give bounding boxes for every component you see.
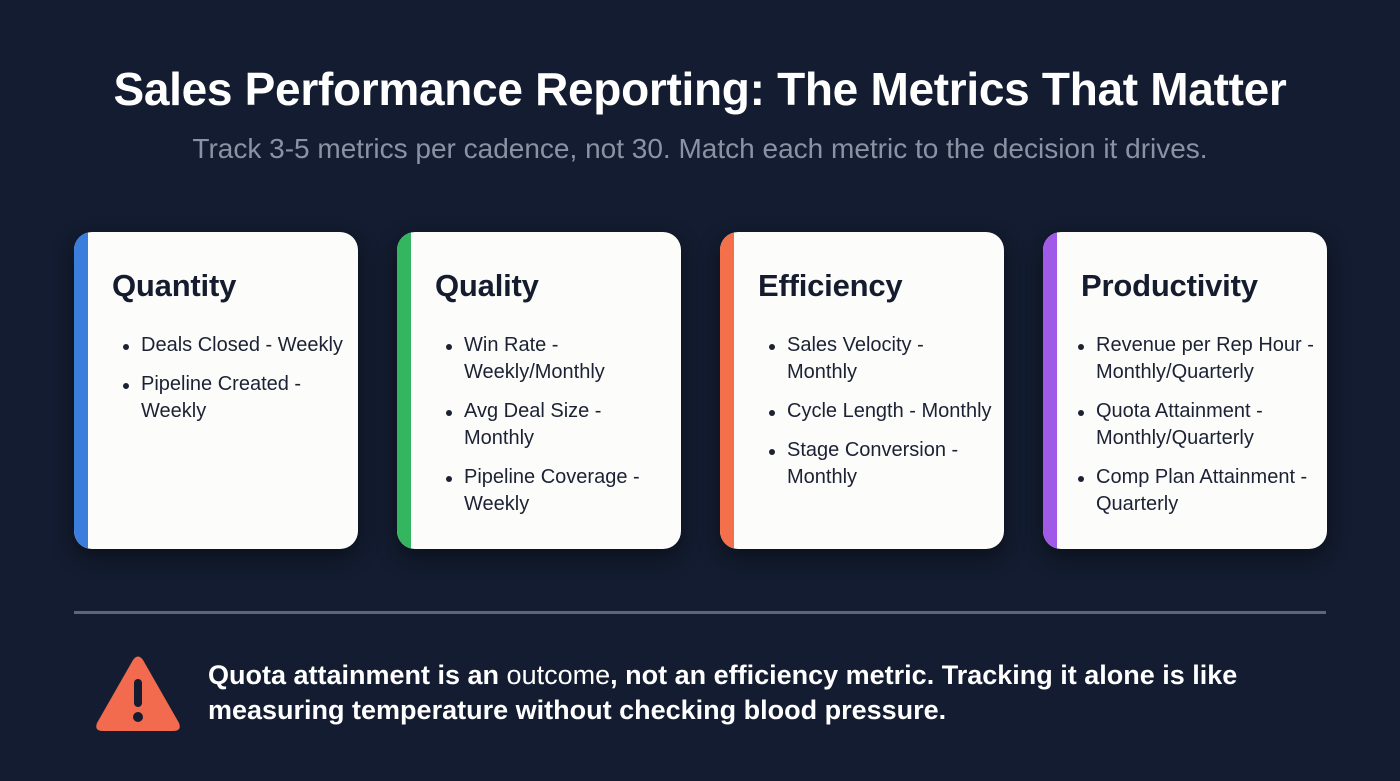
metric-list: Win Rate - Weekly/Monthly Avg Deal Size … — [445, 332, 669, 530]
page-subtitle: Track 3-5 metrics per cadence, not 30. M… — [192, 133, 1208, 164]
list-item: Pipeline Coverage - Weekly — [445, 464, 669, 518]
list-item: Revenue per Rep Hour - Monthly/Quarterly — [1077, 332, 1315, 386]
card-quantity: Quantity Deals Closed - Weekly Pipeline … — [74, 232, 358, 549]
list-item: Cycle Length - Monthly — [768, 398, 992, 425]
list-item: Deals Closed - Weekly — [122, 332, 346, 359]
warning-callout: Quota attainment is an outcome, not an e… — [95, 655, 1345, 735]
callout-text-part1: Quota attainment is an — [208, 660, 507, 690]
metric-list: Deals Closed - Weekly Pipeline Created -… — [122, 332, 346, 437]
metric-cards: Quantity Deals Closed - Weekly Pipeline … — [74, 232, 1327, 549]
card-efficiency: Efficiency Sales Velocity - Monthly Cycl… — [720, 232, 1004, 549]
metric-list: Revenue per Rep Hour - Monthly/Quarterly… — [1077, 332, 1315, 530]
card-quality: Quality Win Rate - Weekly/Monthly Avg De… — [397, 232, 681, 549]
list-item: Comp Plan Attainment - Quarterly — [1077, 464, 1315, 518]
callout-text-emphasis: outcome — [506, 660, 611, 690]
accent-bar-orange — [720, 232, 734, 549]
card-productivity: Productivity Revenue per Rep Hour - Mont… — [1043, 232, 1327, 549]
list-item: Quota Attainment - Monthly/Quarterly — [1077, 398, 1315, 452]
callout-text-part2: , not an efficiency metric. Tracking it … — [208, 660, 1238, 725]
accent-bar-green — [397, 232, 411, 549]
page-title: Sales Performance Reporting: The Metrics… — [113, 63, 1287, 115]
list-item: Avg Deal Size - Monthly — [445, 398, 669, 452]
card-title: Productivity — [1081, 268, 1258, 303]
accent-bar-purple — [1043, 232, 1057, 549]
accent-bar-blue — [74, 232, 88, 549]
list-item: Pipeline Created - Weekly — [122, 371, 346, 425]
list-item: Stage Conversion - Monthly — [768, 437, 992, 491]
card-title: Quantity — [112, 268, 237, 303]
list-item: Win Rate - Weekly/Monthly — [445, 332, 669, 386]
divider — [74, 611, 1326, 614]
metric-list: Sales Velocity - Monthly Cycle Length - … — [768, 332, 992, 503]
callout-text: Quota attainment is an outcome, not an e… — [208, 658, 1308, 728]
card-title: Quality — [435, 268, 539, 303]
card-title: Efficiency — [758, 268, 903, 303]
warning-triangle-icon — [96, 656, 180, 731]
list-item: Sales Velocity - Monthly — [768, 332, 992, 386]
